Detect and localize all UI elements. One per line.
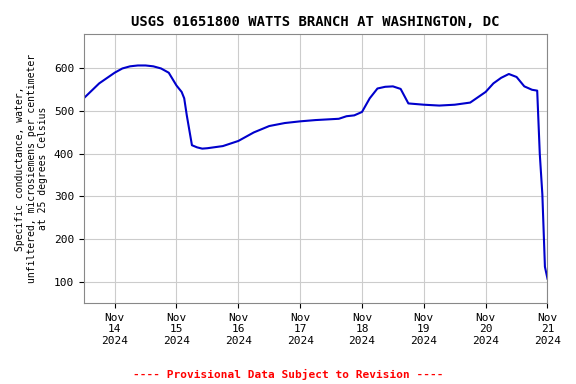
Text: ---- Provisional Data Subject to Revision ----: ---- Provisional Data Subject to Revisio… <box>132 369 444 380</box>
Y-axis label: Specific conductance, water,
unfiltered, microsiemens per centimeter
at 25 degre: Specific conductance, water, unfiltered,… <box>15 54 48 283</box>
Title: USGS 01651800 WATTS BRANCH AT WASHINGTON, DC: USGS 01651800 WATTS BRANCH AT WASHINGTON… <box>131 15 500 29</box>
